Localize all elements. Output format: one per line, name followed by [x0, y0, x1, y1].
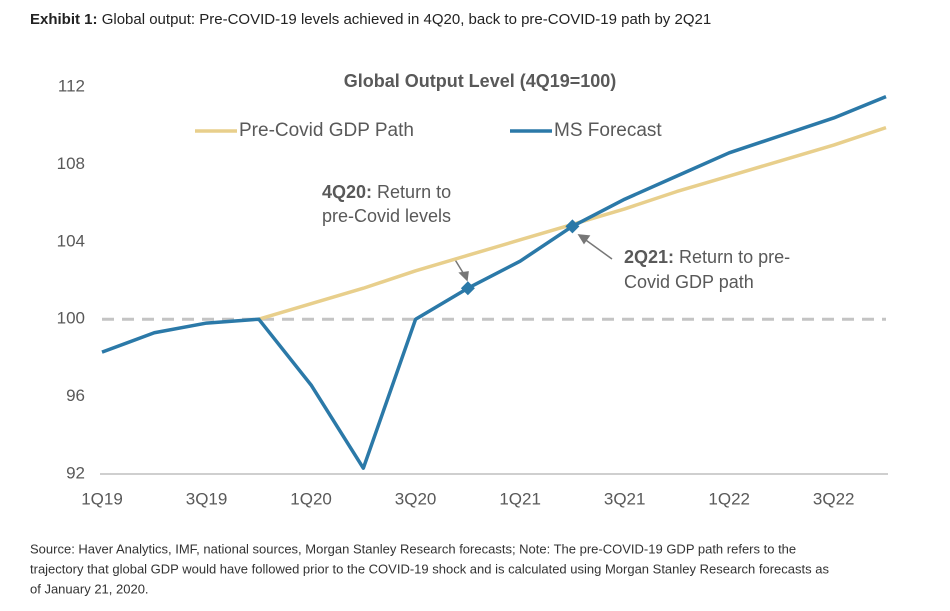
- arrows: [453, 234, 613, 282]
- annotation-text: pre-Covid levels: [322, 206, 451, 226]
- footer-line: of January 21, 2020.: [30, 581, 149, 596]
- x-tick-label: 1Q21: [499, 489, 541, 508]
- y-tick-label: 92: [66, 463, 85, 482]
- annotation-text: Return to: [377, 182, 451, 202]
- footer-line: Source: Haver Analytics, IMF, national s…: [30, 541, 796, 556]
- x-tick-label: 1Q19: [81, 489, 123, 508]
- y-tick-label: 112: [58, 76, 85, 95]
- header-text: Global output: Pre-COVID-19 levels achie…: [102, 11, 711, 28]
- annotation: 2Q21: Return to pre-: [624, 247, 790, 267]
- x-tick-label: 1Q22: [708, 489, 750, 508]
- x-tick-label: 3Q22: [813, 489, 855, 508]
- y-tick-label: 108: [57, 154, 85, 173]
- legend-label: MS Forecast: [554, 120, 662, 141]
- y-tick-label: 100: [57, 309, 85, 328]
- annotation-label: 4Q20:: [322, 182, 372, 202]
- chart-title: Global Output Level (4Q19=100): [344, 71, 617, 91]
- annotation: 4Q20: Return to: [322, 182, 451, 202]
- x-tick-label: 1Q20: [290, 489, 332, 508]
- annotation-text: Return to pre-: [679, 247, 790, 267]
- legend-label: Pre-Covid GDP Path: [239, 120, 414, 141]
- marker: [565, 219, 580, 234]
- arrow-head: [577, 234, 591, 245]
- x-tick-label: 3Q21: [604, 489, 646, 508]
- annotation-text: Covid GDP path: [624, 272, 754, 292]
- y-tick-label: 96: [66, 386, 85, 405]
- header-label: Exhibit 1:: [30, 11, 98, 28]
- footer-line: trajectory that global GDP would have fo…: [30, 561, 829, 576]
- marker: [460, 281, 475, 296]
- x-tick-label: 3Q19: [186, 489, 228, 508]
- arrow-head: [458, 271, 469, 282]
- x-tick-label: 3Q20: [395, 489, 437, 508]
- series-line: [101, 95, 887, 470]
- header: Exhibit 1: Global output: Pre-COVID-19 l…: [30, 11, 711, 28]
- y-tick-label: 104: [57, 231, 85, 250]
- annotation-label: 2Q21:: [624, 247, 674, 267]
- arrow: [582, 237, 613, 260]
